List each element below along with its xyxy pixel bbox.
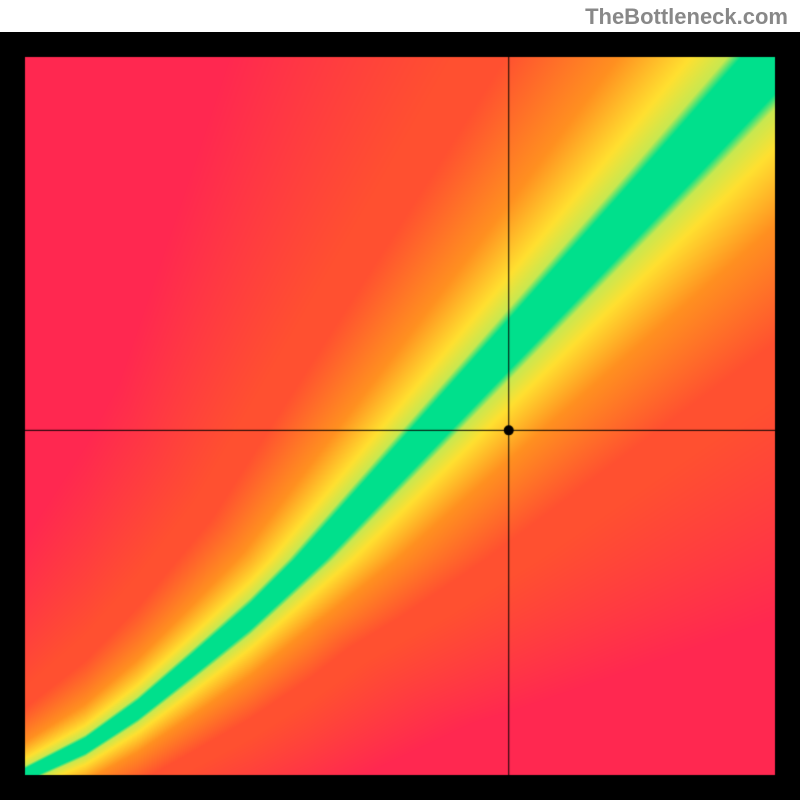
watermark-text: TheBottleneck.com [0, 0, 800, 32]
bottleneck-heatmap [0, 32, 800, 800]
heatmap-canvas [0, 32, 800, 800]
